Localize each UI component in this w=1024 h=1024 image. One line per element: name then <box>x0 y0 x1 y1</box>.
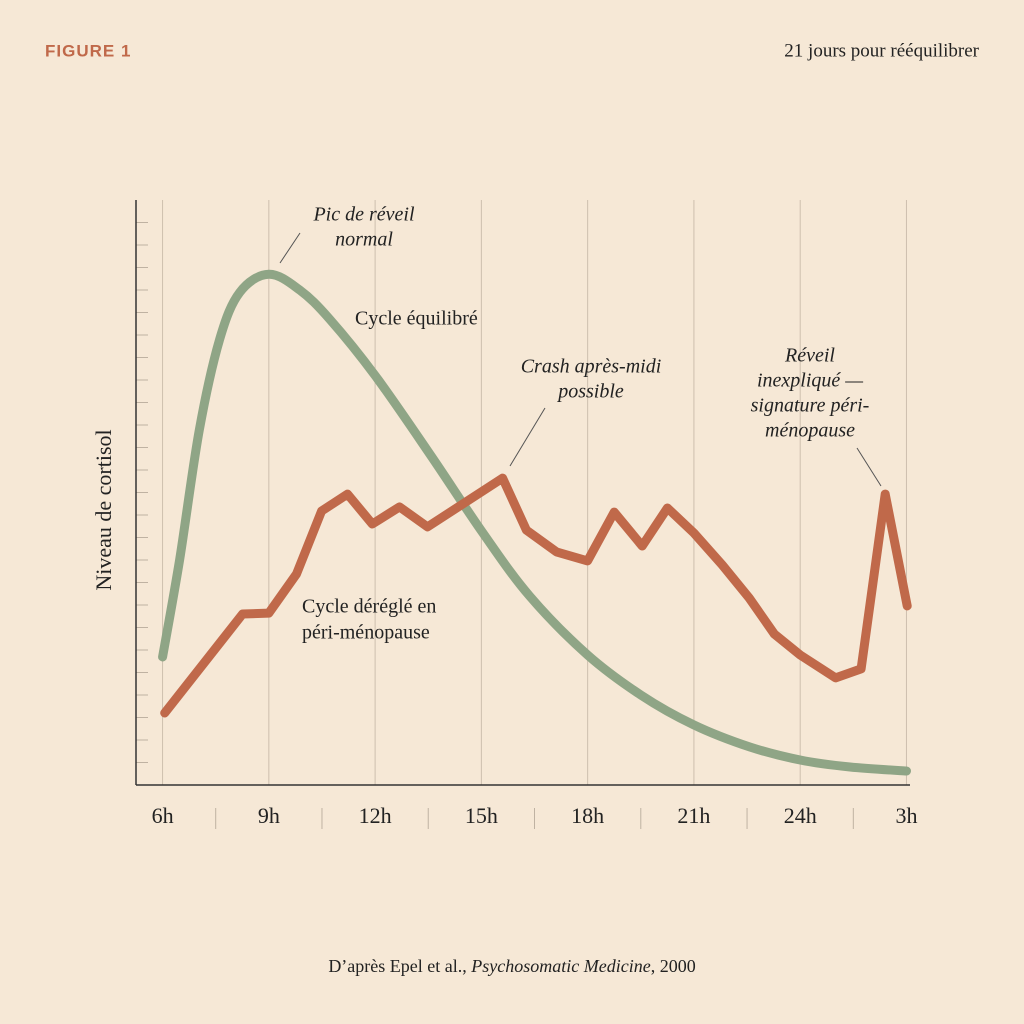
annotation: signature péri- <box>751 395 870 417</box>
x-tick-label: 3h <box>895 803 917 828</box>
annotation: inexpliqué — <box>757 370 863 392</box>
source-note: D’après Epel et al., Psychosomatic Medic… <box>328 956 695 976</box>
annotation: Pic de réveil <box>312 204 414 226</box>
source-journal: Psychosomatic Medicine <box>470 956 650 976</box>
annotation: normal <box>335 229 393 251</box>
series-label: Cycle équilibré <box>355 308 478 330</box>
series-label: Cycle déréglé en <box>302 596 436 618</box>
source-prefix: D’après Epel et al., <box>328 956 471 976</box>
series-line <box>158 269 911 776</box>
annotation: Réveil <box>784 345 835 367</box>
source-suffix: , 2000 <box>651 956 696 976</box>
annotation: ménopause <box>765 420 855 442</box>
x-tick-label: 15h <box>465 803 498 828</box>
x-tick-label: 18h <box>571 803 604 828</box>
figure-label: FIGURE 1 <box>45 41 131 60</box>
x-tick-label: 12h <box>359 803 392 828</box>
annotation-leader <box>509 407 546 467</box>
annotation-leader <box>279 232 301 264</box>
x-tick-label: 21h <box>677 803 710 828</box>
annotation-leader <box>856 447 882 487</box>
y-axis-label: Niveau de cortisol <box>91 429 116 590</box>
series-line <box>160 473 912 718</box>
annotation: possible <box>556 381 624 403</box>
x-tick-label: 9h <box>258 803 280 828</box>
header-right: 21 jours pour rééquilibrer <box>784 40 979 61</box>
series-label: péri-ménopause <box>302 622 430 644</box>
annotation: Crash après-midi <box>521 356 662 378</box>
x-tick-label: 24h <box>784 803 817 828</box>
x-tick-label: 6h <box>152 803 174 828</box>
